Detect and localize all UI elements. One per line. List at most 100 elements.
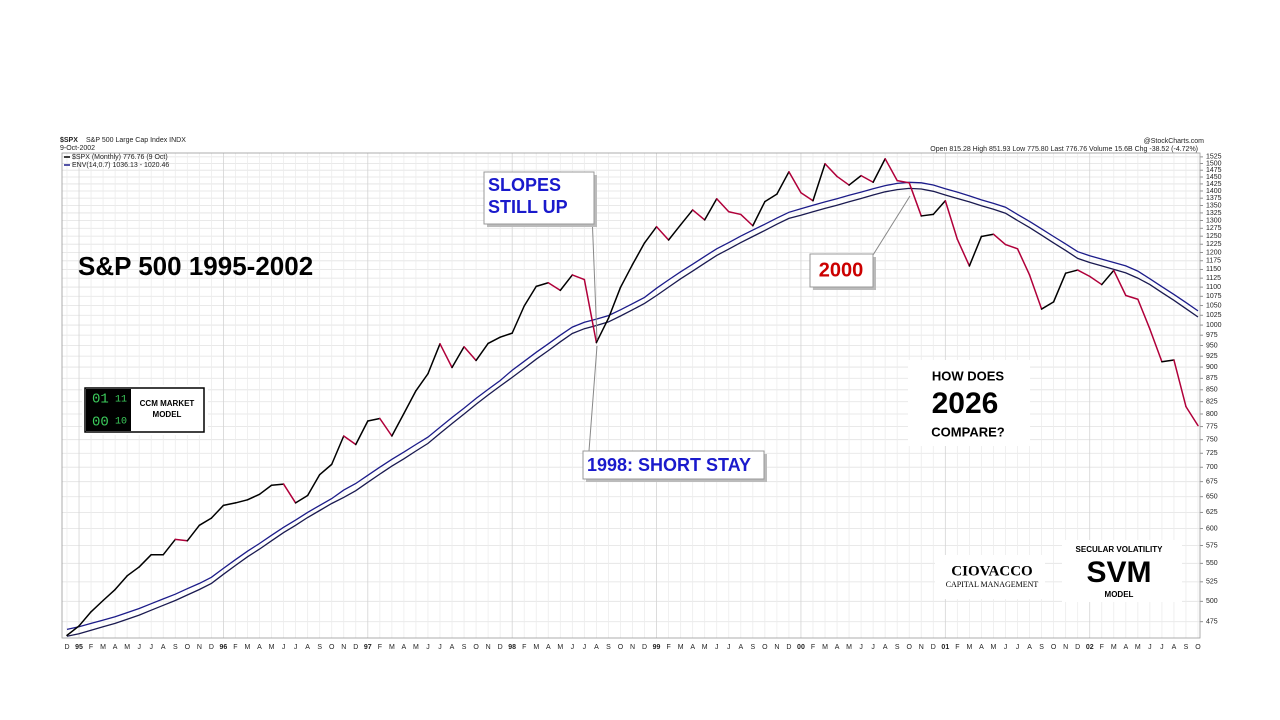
logo-digits: 11	[115, 395, 127, 406]
price-segment	[210, 504, 225, 519]
price-segment	[535, 282, 550, 288]
x-tick-label: F	[955, 644, 959, 651]
y-tick-label: 1225	[1206, 241, 1222, 248]
price-segment	[679, 209, 694, 226]
y-tick-label: 625	[1206, 509, 1218, 516]
price-segment	[174, 538, 189, 542]
y-tick-label: 1150	[1206, 266, 1221, 273]
x-tick-label: J	[583, 644, 587, 651]
callout-pointer	[591, 213, 598, 341]
price-segment	[66, 625, 80, 637]
x-tick-label: F	[378, 644, 382, 651]
price-segment	[728, 210, 742, 216]
price-segment	[1137, 298, 1151, 330]
price-segment	[715, 197, 730, 213]
y-tick-label: 1425	[1206, 181, 1222, 188]
logo-text: SVM	[1086, 556, 1151, 589]
y-tick-label: 675	[1206, 479, 1218, 486]
plot-frame	[61, 152, 1201, 639]
x-tick-label: A	[690, 644, 695, 651]
x-tick-label: S	[895, 644, 900, 651]
price-segment	[1185, 405, 1199, 427]
price-segment	[415, 373, 429, 392]
price-segment	[282, 483, 297, 504]
x-tick-label: O	[618, 644, 624, 651]
price-segment	[908, 182, 923, 217]
x-tick-label: A	[738, 644, 743, 651]
x-tick-label: O	[185, 644, 191, 651]
price-segment	[848, 174, 862, 186]
price-segment	[78, 611, 92, 627]
annotation: 1998: SHORT STAY	[587, 455, 751, 475]
y-tick-label: 600	[1206, 525, 1218, 532]
price-segment	[523, 285, 537, 307]
x-tick-label: A	[1123, 644, 1128, 651]
x-tick-label: J	[1004, 644, 1008, 651]
y-tick-label: 550	[1206, 560, 1218, 567]
price-segment	[667, 224, 682, 241]
annotation: COMPARE?	[931, 424, 1004, 439]
logo-text: MODEL	[1105, 590, 1134, 599]
y-tick-label: 1325	[1206, 210, 1222, 217]
x-tick-label: J	[149, 644, 153, 651]
x-tick-label: 01	[941, 644, 949, 651]
y-tick-label: 925	[1206, 353, 1218, 360]
x-tick-label: N	[1063, 644, 1068, 651]
x-tick-label: F	[233, 644, 237, 651]
price-segment	[740, 213, 754, 227]
x-tick-label: 02	[1086, 644, 1094, 651]
logo-text: CIOVACCO	[951, 563, 1032, 579]
price-segment	[499, 332, 513, 338]
price-segment	[1052, 272, 1067, 303]
y-tick-label: 1300	[1206, 217, 1222, 224]
price-segment	[836, 175, 850, 186]
price-segment	[980, 233, 995, 238]
logo-text: SECULAR VOLATILITY	[1076, 545, 1164, 554]
marks	[66, 157, 1199, 637]
x-tick-label: O	[762, 644, 768, 651]
y-tick-label: 775	[1206, 423, 1218, 430]
logo-digits: 00	[92, 415, 109, 431]
x-tick-label: M	[389, 644, 395, 651]
price-segment	[812, 163, 826, 202]
legend-entry: $SPX (Monthly) 776.76 (9 Oct)	[72, 154, 168, 161]
source: @StockCharts.com	[1144, 138, 1205, 145]
x-tick-label: J	[294, 644, 298, 651]
logo-bg	[1062, 540, 1182, 602]
y-tick-label: 1525	[1206, 154, 1222, 161]
price-segment	[631, 242, 646, 266]
x-tick-label: A	[883, 644, 888, 651]
x-tick-label: M	[1135, 644, 1141, 651]
quote: Open 815.28 High 851.93 Low 775.80 Last …	[930, 146, 1198, 153]
legend-entry: ENV(14,0.7) 1036.13 - 1020.46	[72, 162, 169, 169]
price-segment	[691, 209, 706, 221]
x-tick-label: O	[329, 644, 335, 651]
x-tick-label: M	[100, 644, 106, 651]
price-segment	[294, 494, 309, 504]
x-tick-label: M	[124, 644, 130, 651]
x-tick-label: J	[1148, 644, 1152, 651]
price-segment	[186, 524, 201, 542]
price-segment	[595, 317, 610, 344]
price-segment	[90, 599, 104, 613]
price-segment	[896, 179, 910, 184]
y-tick-label: 1075	[1206, 293, 1222, 300]
y-tick-label: 875	[1206, 375, 1218, 382]
annotation: STILL UP	[488, 197, 568, 217]
x-tick-label: M	[702, 644, 708, 651]
price-segment	[1125, 294, 1139, 300]
x-tick-label: J	[1160, 644, 1164, 651]
price-segment	[126, 566, 140, 577]
y-tick-label: 1175	[1206, 258, 1221, 265]
x-tick-label: S	[173, 644, 178, 651]
y-tick-label: 575	[1206, 542, 1218, 549]
price-segment	[451, 346, 465, 369]
x-tick-label: D	[642, 644, 647, 651]
price-segment	[884, 157, 898, 182]
x-tick-label: N	[486, 644, 491, 651]
price-segment	[571, 274, 586, 281]
x-tick-label: S	[462, 644, 467, 651]
y-tick-label: 850	[1206, 387, 1218, 394]
price-segment	[607, 286, 622, 320]
